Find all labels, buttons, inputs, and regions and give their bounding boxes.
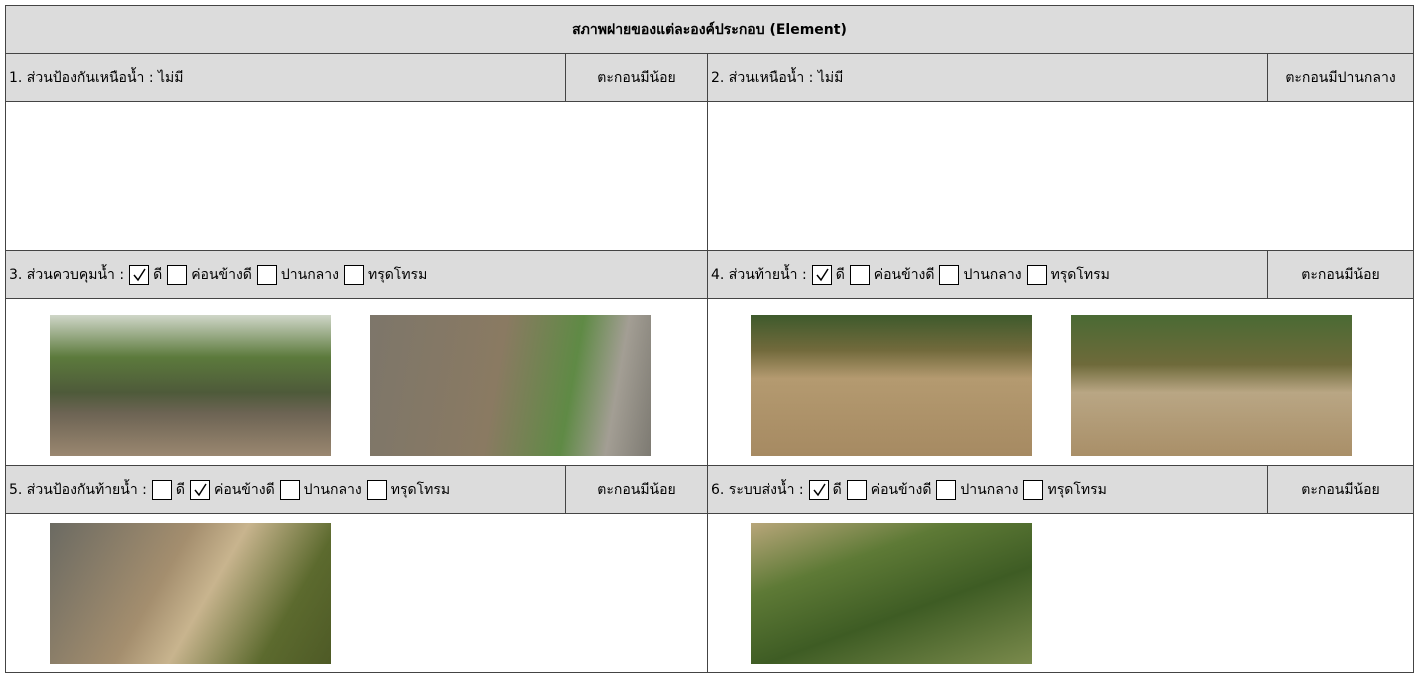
check-mark [813, 483, 826, 496]
sediment-label: ตะกอนมีน้อย [565, 465, 708, 514]
option-label: ทรุดโทรม [1047, 481, 1107, 498]
sediment-label: ตะกอนมีปานกลาง [1267, 53, 1414, 102]
checkbox-checked [129, 264, 150, 285]
checkbox-checked [811, 264, 832, 285]
option-label: ค่อนข้างดี [870, 481, 932, 498]
option-label: ดี [832, 481, 842, 498]
checkbox [151, 479, 172, 500]
sediment-label: ตะกอนมีน้อย [1267, 250, 1414, 299]
option-label: ปานกลาง [960, 481, 1019, 498]
checkbox [1026, 264, 1047, 285]
empty-cell [5, 101, 708, 251]
section-label-cell: 6. ระบบส่งน้ำ : ดี ค่อนข้างดี ปานกลาง ทรุดโท… [707, 465, 1268, 514]
option-label: ปานกลาง [303, 481, 362, 498]
checkbox [256, 264, 277, 285]
section-label-cell: 1. ส่วนป้องกันเหนือน้ำ : ไม่มี [5, 53, 566, 102]
section-label-cell: 5. ส่วนป้องกันท้ายน้ำ : ดี ค่อนข้างดี ปานกล… [5, 465, 566, 514]
checkbox [936, 479, 957, 500]
checkbox [366, 479, 387, 500]
checkbox [1023, 479, 1044, 500]
section-label: 6. ระบบส่งน้ำ : [711, 481, 804, 498]
photo [751, 315, 1032, 456]
photo [50, 523, 331, 664]
checkbox-checked [808, 479, 829, 500]
section-label: 5. ส่วนป้องกันท้ายน้ำ : [9, 481, 147, 498]
option-label: ดี [175, 481, 185, 498]
option-label: ดี [153, 266, 163, 283]
option-label: ทรุดโทรม [367, 266, 428, 283]
sediment-label: ตะกอนมีน้อย [565, 53, 708, 102]
check-mark [816, 268, 829, 281]
option-label: ทรุดโทรม [1050, 266, 1110, 283]
check-mark [133, 268, 146, 281]
option-label: ทรุดโทรม [390, 481, 451, 498]
option-label: ค่อนข้างดี [191, 266, 252, 283]
photo [50, 315, 331, 456]
option-label: ปานกลาง [280, 266, 339, 283]
section-label: 2. ส่วนเหนือน้ำ : ไม่มี [711, 69, 844, 86]
option-label: ค่อนข้างดี [213, 481, 275, 498]
checkbox [279, 479, 300, 500]
check-mark [194, 483, 207, 496]
checkbox [849, 264, 870, 285]
option-label: ดี [835, 266, 845, 283]
header-title: สภาพฝายของแต่ละองค์ประกอบ (Element) [5, 5, 1414, 54]
section-label: 4. ส่วนท้ายน้ำ : [711, 266, 807, 283]
photo [1071, 315, 1352, 456]
section-label-cell: 4. ส่วนท้ายน้ำ : ดี ค่อนข้างดี ปานกลาง ทรุดโ… [707, 250, 1268, 299]
checkbox [939, 264, 960, 285]
checkbox [343, 264, 364, 285]
section-label: 1. ส่วนป้องกันเหนือน้ำ : ไม่มี [9, 69, 184, 86]
section-label: 3. ส่วนควบคุมน้ำ : [9, 266, 125, 283]
sediment-label: ตะกอนมีน้อย [1267, 465, 1414, 514]
photo [370, 315, 651, 456]
checkbox-checked [189, 479, 210, 500]
section-label-cell: 2. ส่วนเหนือน้ำ : ไม่มี [707, 53, 1268, 102]
checkbox [167, 264, 188, 285]
option-label: ค่อนข้างดี [873, 266, 935, 283]
photo [751, 523, 1032, 664]
option-label: ปานกลาง [963, 266, 1022, 283]
empty-cell [707, 101, 1414, 251]
section-label-cell: 3. ส่วนควบคุมน้ำ : ดี ค่อนข้างดี ปานกลาง ทรุ… [5, 250, 708, 299]
checkbox [846, 479, 867, 500]
